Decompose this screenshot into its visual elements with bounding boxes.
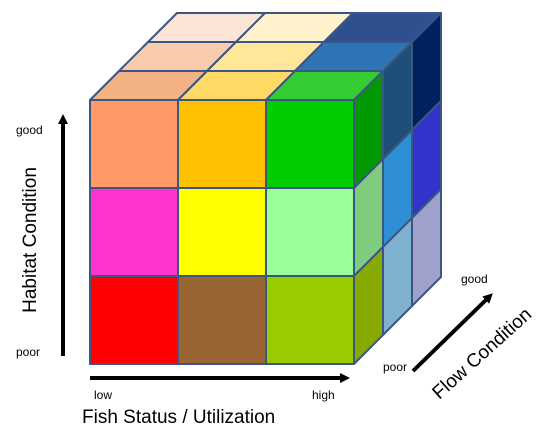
fish-axis-high-label: high xyxy=(312,388,335,402)
fish-axis-low-label: low xyxy=(94,388,112,402)
flow-axis-high-label: good xyxy=(461,272,488,286)
flow-axis-low-label: poor xyxy=(383,360,407,374)
habitat-axis-title: Habitat Condition xyxy=(20,167,41,313)
cube-front-cell xyxy=(265,275,355,365)
cube-front-cell xyxy=(89,187,179,277)
cube-front-cell xyxy=(177,187,267,277)
cube-front-cell xyxy=(265,187,355,277)
cube-side-cell xyxy=(411,188,442,307)
habitat-axis-high-label: good xyxy=(16,123,43,137)
habitat-axis-low-label: poor xyxy=(16,345,40,359)
cube-front-cell xyxy=(89,99,179,189)
cube-front-cell xyxy=(177,99,267,189)
cube-front-cell xyxy=(177,275,267,365)
cube-front-face xyxy=(89,99,355,365)
cube-front-cell xyxy=(265,99,355,189)
cube-side-face xyxy=(353,12,442,365)
cube-front-cell xyxy=(89,275,179,365)
cube-top-face xyxy=(89,12,442,101)
flow-axis-title: Flow Condition xyxy=(429,304,536,404)
fish-axis-title: Fish Status / Utilization xyxy=(82,407,275,428)
flow-axis-arrow xyxy=(411,293,493,373)
